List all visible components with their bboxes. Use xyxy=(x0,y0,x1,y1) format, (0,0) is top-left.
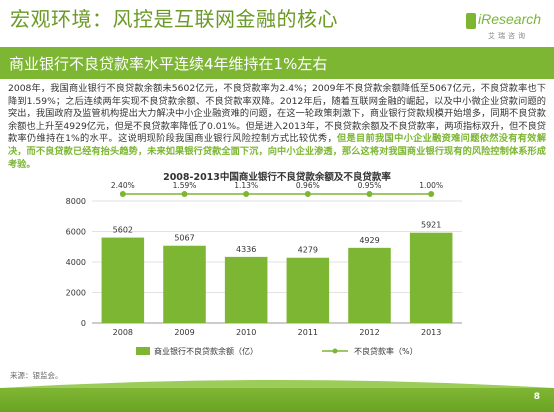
bar-2008 xyxy=(101,237,145,323)
bar-value-label: 5921 xyxy=(421,221,441,230)
subtitle-band: 商业银行不良贷款率水平连续4年维持在1%左右 xyxy=(0,47,554,79)
subtitle: 商业银行不良贷款率水平连续4年维持在1%左右 xyxy=(9,55,328,73)
y-tick-label: 0 xyxy=(81,319,86,328)
x-tick-label: 2009 xyxy=(174,328,194,337)
x-tick-label: 2010 xyxy=(236,328,256,337)
bar-value-label: 5067 xyxy=(174,234,194,243)
legend: 商业银行不良贷款余额（亿） 不良贷款率（%） xyxy=(136,346,418,356)
bars-layer xyxy=(101,232,453,323)
page-number: 8 xyxy=(533,392,540,402)
bar-2010 xyxy=(224,256,268,323)
rate-point-2008 xyxy=(119,191,126,197)
footer-band: 8 xyxy=(0,388,554,412)
legend-line-label: 不良贷款率（%） xyxy=(354,346,418,356)
bar-2009 xyxy=(163,245,206,323)
rate-label: 1.13% xyxy=(234,181,258,190)
y-tick-label: 8000 xyxy=(66,197,86,206)
rate-point-2011 xyxy=(304,191,311,197)
rate-label: 1.00% xyxy=(419,181,443,190)
rate-point-2010 xyxy=(243,191,250,197)
logo-subtext: 艾瑞咨询 xyxy=(488,32,528,40)
x-tick-label: 2013 xyxy=(421,328,441,337)
bar-value-label: 4929 xyxy=(359,236,379,245)
bar-value-label: 4336 xyxy=(236,245,256,254)
legend-bar-label: 商业银行不良贷款余额（亿） xyxy=(154,346,258,356)
x-tick-label: 2012 xyxy=(359,328,379,337)
rate-point-2013 xyxy=(428,191,435,197)
y-tick-label: 4000 xyxy=(66,258,86,267)
rate-label: 0.96% xyxy=(296,181,320,190)
bar-2012 xyxy=(348,247,391,323)
x-tick-label: 2011 xyxy=(298,328,318,337)
logo-mark-icon xyxy=(466,13,476,29)
logo-wordmark: iResearch xyxy=(478,11,542,27)
source-note: 来源：银监会。 xyxy=(10,371,63,380)
chart-title: 2008-2013中国商业银行不良贷款余额及不良贷款率 xyxy=(163,172,391,183)
rate-line-layer xyxy=(119,191,435,197)
rate-point-2012 xyxy=(366,191,373,197)
y-tick-label: 6000 xyxy=(66,228,86,237)
legend-line-marker xyxy=(332,348,338,354)
page-title: 宏观环境：风控是互联网金融的核心 xyxy=(10,7,338,31)
bar-value-label: 4279 xyxy=(298,246,318,255)
bar-2013 xyxy=(409,232,453,323)
legend-bar-swatch xyxy=(136,347,150,355)
labels-layer: 0 2000 4000 6000 8000 5602 2008 5067 2009 4336 201… xyxy=(66,181,443,337)
rate-label: 2.40% xyxy=(111,181,135,190)
body-text-highlight: 但是目前我国中小企业融资难问题依然没有有效解决，而不良贷款已经有抬头趋势，未来如… xyxy=(8,133,547,170)
body-paragraph: 2008年，我国商业银行不良贷款余额未5602亿元，不良贷款率为2.4%；200… xyxy=(8,83,546,171)
rate-label: 0.95% xyxy=(358,181,382,190)
rate-label: 1.59% xyxy=(173,181,197,190)
bar-2011 xyxy=(286,257,330,323)
y-tick-label: 2000 xyxy=(66,289,86,298)
rate-point-2009 xyxy=(181,191,188,197)
grid-layer xyxy=(92,200,462,324)
x-tick-label: 2008 xyxy=(113,328,133,337)
bar-value-label: 5602 xyxy=(113,226,133,235)
iresearch-logo: iResearch 艾瑞咨询 xyxy=(466,5,546,43)
body-text-plain: 2008年，我国商业银行不良贷款余额未5602亿元，不良贷款率为2.4%；200… xyxy=(8,83,546,145)
